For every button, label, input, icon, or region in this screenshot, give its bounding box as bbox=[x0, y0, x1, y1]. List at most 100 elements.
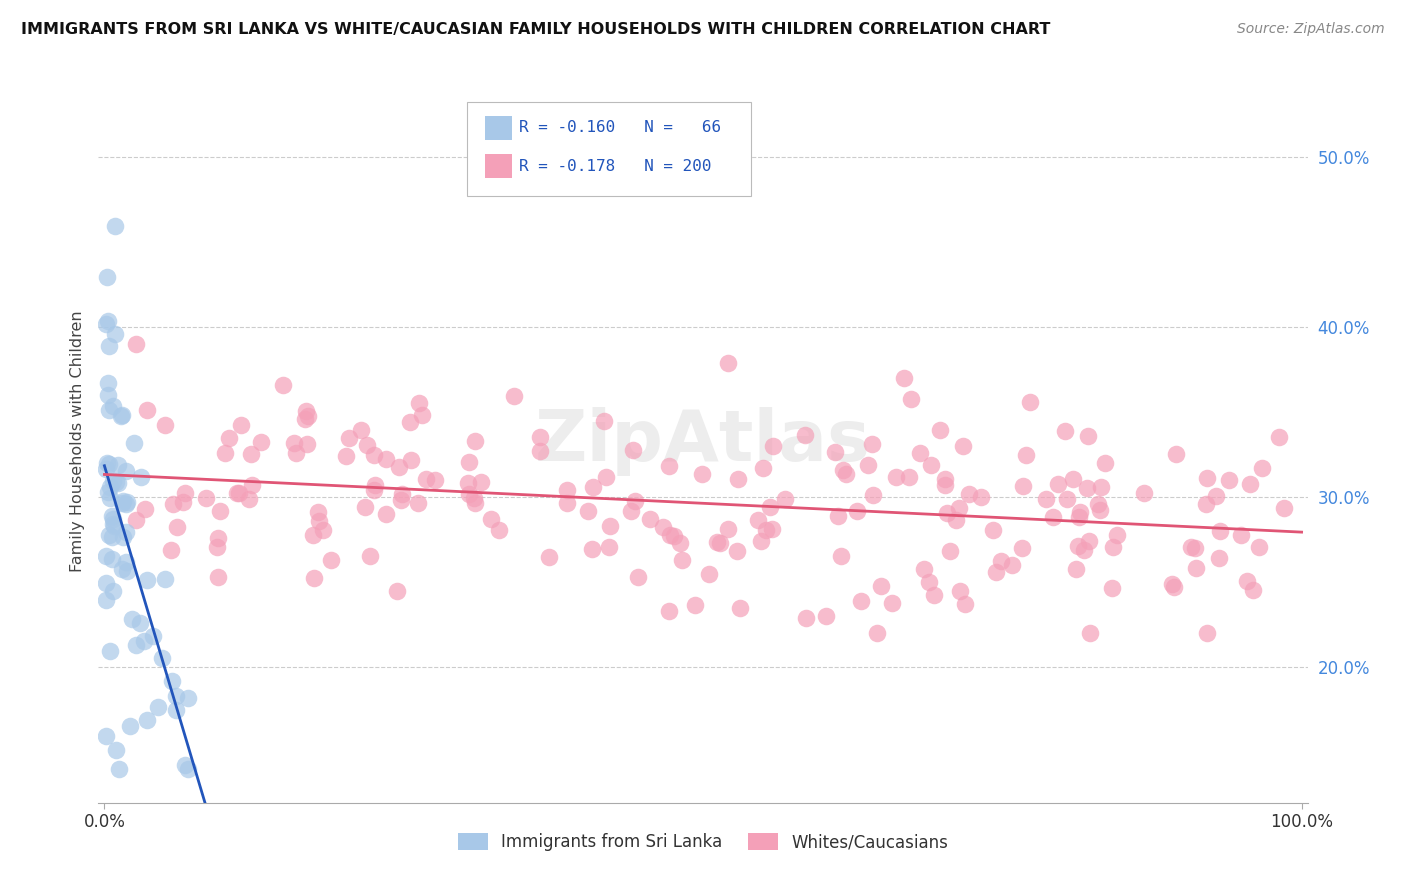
Point bbox=[122, 436, 145, 450]
Point bbox=[155, 572, 177, 586]
Point bbox=[1019, 395, 1042, 409]
Point bbox=[1236, 574, 1258, 589]
Point bbox=[479, 512, 502, 526]
Point bbox=[984, 565, 1007, 579]
Point bbox=[308, 514, 330, 528]
Point bbox=[101, 516, 124, 531]
Text: ZipAtlas: ZipAtlas bbox=[536, 407, 870, 476]
Point bbox=[747, 513, 769, 527]
Point bbox=[893, 371, 915, 385]
Point bbox=[464, 495, 486, 509]
Point bbox=[120, 719, 142, 733]
Point bbox=[115, 497, 138, 511]
Point bbox=[593, 414, 616, 428]
Point bbox=[162, 497, 184, 511]
Point bbox=[488, 523, 510, 537]
Point bbox=[970, 490, 993, 504]
Point bbox=[101, 584, 124, 599]
Point bbox=[1090, 480, 1112, 494]
Point bbox=[1073, 543, 1095, 558]
Point bbox=[250, 435, 273, 450]
Point bbox=[581, 480, 603, 494]
Point bbox=[880, 596, 903, 610]
Point bbox=[307, 505, 329, 519]
Point bbox=[1249, 541, 1271, 555]
Point bbox=[1069, 505, 1091, 519]
Point bbox=[620, 504, 643, 518]
Point bbox=[595, 470, 617, 484]
Point bbox=[177, 690, 200, 705]
Point bbox=[1011, 541, 1033, 555]
Point bbox=[934, 472, 956, 486]
Point bbox=[470, 475, 492, 489]
Point bbox=[717, 356, 740, 370]
Point bbox=[945, 513, 967, 527]
Point bbox=[160, 673, 183, 688]
Point bbox=[762, 439, 785, 453]
Point bbox=[749, 533, 772, 548]
Point bbox=[363, 483, 385, 497]
Point bbox=[831, 462, 853, 476]
Point bbox=[898, 469, 921, 483]
Point bbox=[529, 443, 551, 458]
Point bbox=[463, 491, 485, 506]
Point bbox=[98, 339, 121, 353]
Point bbox=[134, 502, 156, 516]
Point bbox=[835, 467, 858, 482]
Point bbox=[990, 554, 1012, 568]
Point bbox=[1195, 497, 1218, 511]
Point bbox=[135, 403, 157, 417]
Point bbox=[581, 541, 603, 556]
Point bbox=[529, 430, 551, 444]
Point bbox=[1230, 528, 1253, 542]
Point bbox=[1164, 447, 1187, 461]
Point bbox=[271, 377, 294, 392]
Point bbox=[150, 651, 173, 665]
Point bbox=[652, 520, 675, 534]
Point bbox=[981, 523, 1004, 537]
Point bbox=[1077, 534, 1099, 549]
Point bbox=[374, 507, 396, 521]
Point bbox=[912, 561, 935, 575]
Point bbox=[953, 597, 976, 611]
Point bbox=[214, 446, 236, 460]
Point bbox=[727, 472, 749, 486]
Point bbox=[922, 588, 945, 602]
Point bbox=[728, 601, 751, 615]
Point bbox=[115, 464, 138, 478]
Point bbox=[706, 535, 728, 549]
Point bbox=[1014, 448, 1036, 462]
Point bbox=[934, 478, 956, 492]
Point bbox=[824, 444, 846, 458]
Point bbox=[389, 492, 412, 507]
Point bbox=[1161, 577, 1184, 591]
Point bbox=[129, 470, 152, 484]
Point bbox=[132, 633, 155, 648]
Point bbox=[111, 496, 134, 510]
Y-axis label: Family Households with Children: Family Households with Children bbox=[69, 310, 84, 573]
Point bbox=[301, 528, 323, 542]
Point bbox=[104, 326, 127, 341]
Text: R = -0.178   N = 200: R = -0.178 N = 200 bbox=[519, 159, 711, 174]
Point bbox=[1088, 503, 1111, 517]
Point bbox=[125, 513, 148, 527]
Point bbox=[112, 493, 135, 508]
Point bbox=[1035, 492, 1057, 507]
Point bbox=[658, 458, 681, 473]
Point bbox=[98, 403, 121, 417]
Point bbox=[683, 599, 706, 613]
Point bbox=[98, 491, 121, 505]
Point bbox=[107, 458, 129, 473]
Point bbox=[229, 418, 252, 433]
Point bbox=[108, 762, 131, 776]
Point bbox=[815, 608, 838, 623]
Point bbox=[725, 544, 748, 558]
Point bbox=[239, 446, 262, 460]
Point bbox=[94, 592, 117, 607]
Point bbox=[96, 484, 118, 499]
FancyBboxPatch shape bbox=[467, 102, 751, 196]
Point bbox=[103, 474, 125, 488]
Point bbox=[1066, 539, 1088, 553]
Point bbox=[391, 487, 413, 501]
Point bbox=[335, 449, 357, 463]
